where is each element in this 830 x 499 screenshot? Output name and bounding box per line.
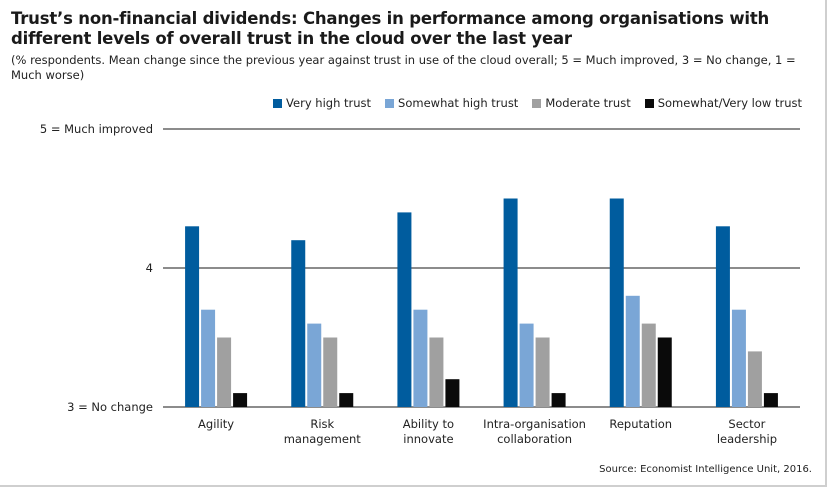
x-tick-label: collaboration	[497, 432, 572, 446]
bar	[291, 240, 306, 407]
bar	[445, 379, 460, 407]
x-tick-label: leadership	[717, 432, 777, 446]
bar	[625, 295, 640, 407]
chart-subtitle: (% respondents. Mean change since the pr…	[11, 53, 796, 82]
bar	[339, 393, 354, 407]
bar	[307, 323, 322, 407]
x-tick-label: innovate	[403, 432, 453, 446]
bar	[657, 337, 672, 407]
bar	[185, 226, 200, 407]
bar	[715, 226, 730, 407]
legend-swatch	[385, 98, 395, 108]
bar	[519, 323, 534, 407]
x-tick-label: management	[284, 432, 362, 446]
bar	[233, 393, 248, 407]
legend-swatch	[532, 98, 542, 108]
legend-label: Very high trust	[286, 96, 372, 110]
legend-label: Somewhat high trust	[398, 96, 519, 110]
bar	[731, 309, 746, 407]
bar	[201, 309, 216, 407]
legend-label: Moderate trust	[545, 96, 631, 110]
legend-item: Moderate trust	[532, 96, 631, 110]
source-note: Source: Economist Intelligence Unit, 201…	[599, 464, 812, 475]
bar	[763, 393, 778, 407]
bar	[413, 309, 428, 407]
x-tick-label: Sector	[728, 417, 765, 431]
bar	[609, 198, 624, 407]
legend-swatch	[273, 98, 283, 108]
legend-swatch	[644, 98, 654, 108]
bar	[323, 337, 338, 407]
y-tick-label: 5 = Much improved	[40, 122, 153, 136]
legend-item: Somewhat/Very low trust	[644, 96, 802, 110]
legend-item: Very high trust	[273, 96, 371, 110]
bar	[429, 337, 444, 407]
chart-title: Trust’s non-financial dividends: Changes…	[11, 9, 770, 48]
legend-label: Somewhat/Very low trust	[657, 96, 802, 110]
x-tick-label: Risk	[310, 417, 334, 431]
legend: Very high trust Somewhat high trust Modera…	[273, 96, 802, 110]
bar	[535, 337, 550, 407]
bar	[747, 351, 762, 407]
x-tick-label: Reputation	[609, 417, 672, 431]
bar	[551, 393, 566, 407]
x-tick-label: Intra-organisation	[483, 417, 586, 431]
legend-item: Somewhat high trust	[385, 96, 518, 110]
chart-frame	[0, 0, 827, 487]
y-tick-label: 4	[146, 261, 153, 275]
bar	[503, 198, 518, 407]
y-tick-label: 3 = No change	[67, 400, 153, 414]
bar	[641, 323, 656, 407]
x-tick-label: Agility	[198, 417, 234, 431]
bar	[397, 212, 412, 407]
x-tick-label: Ability to	[403, 417, 454, 431]
bar	[217, 337, 232, 407]
